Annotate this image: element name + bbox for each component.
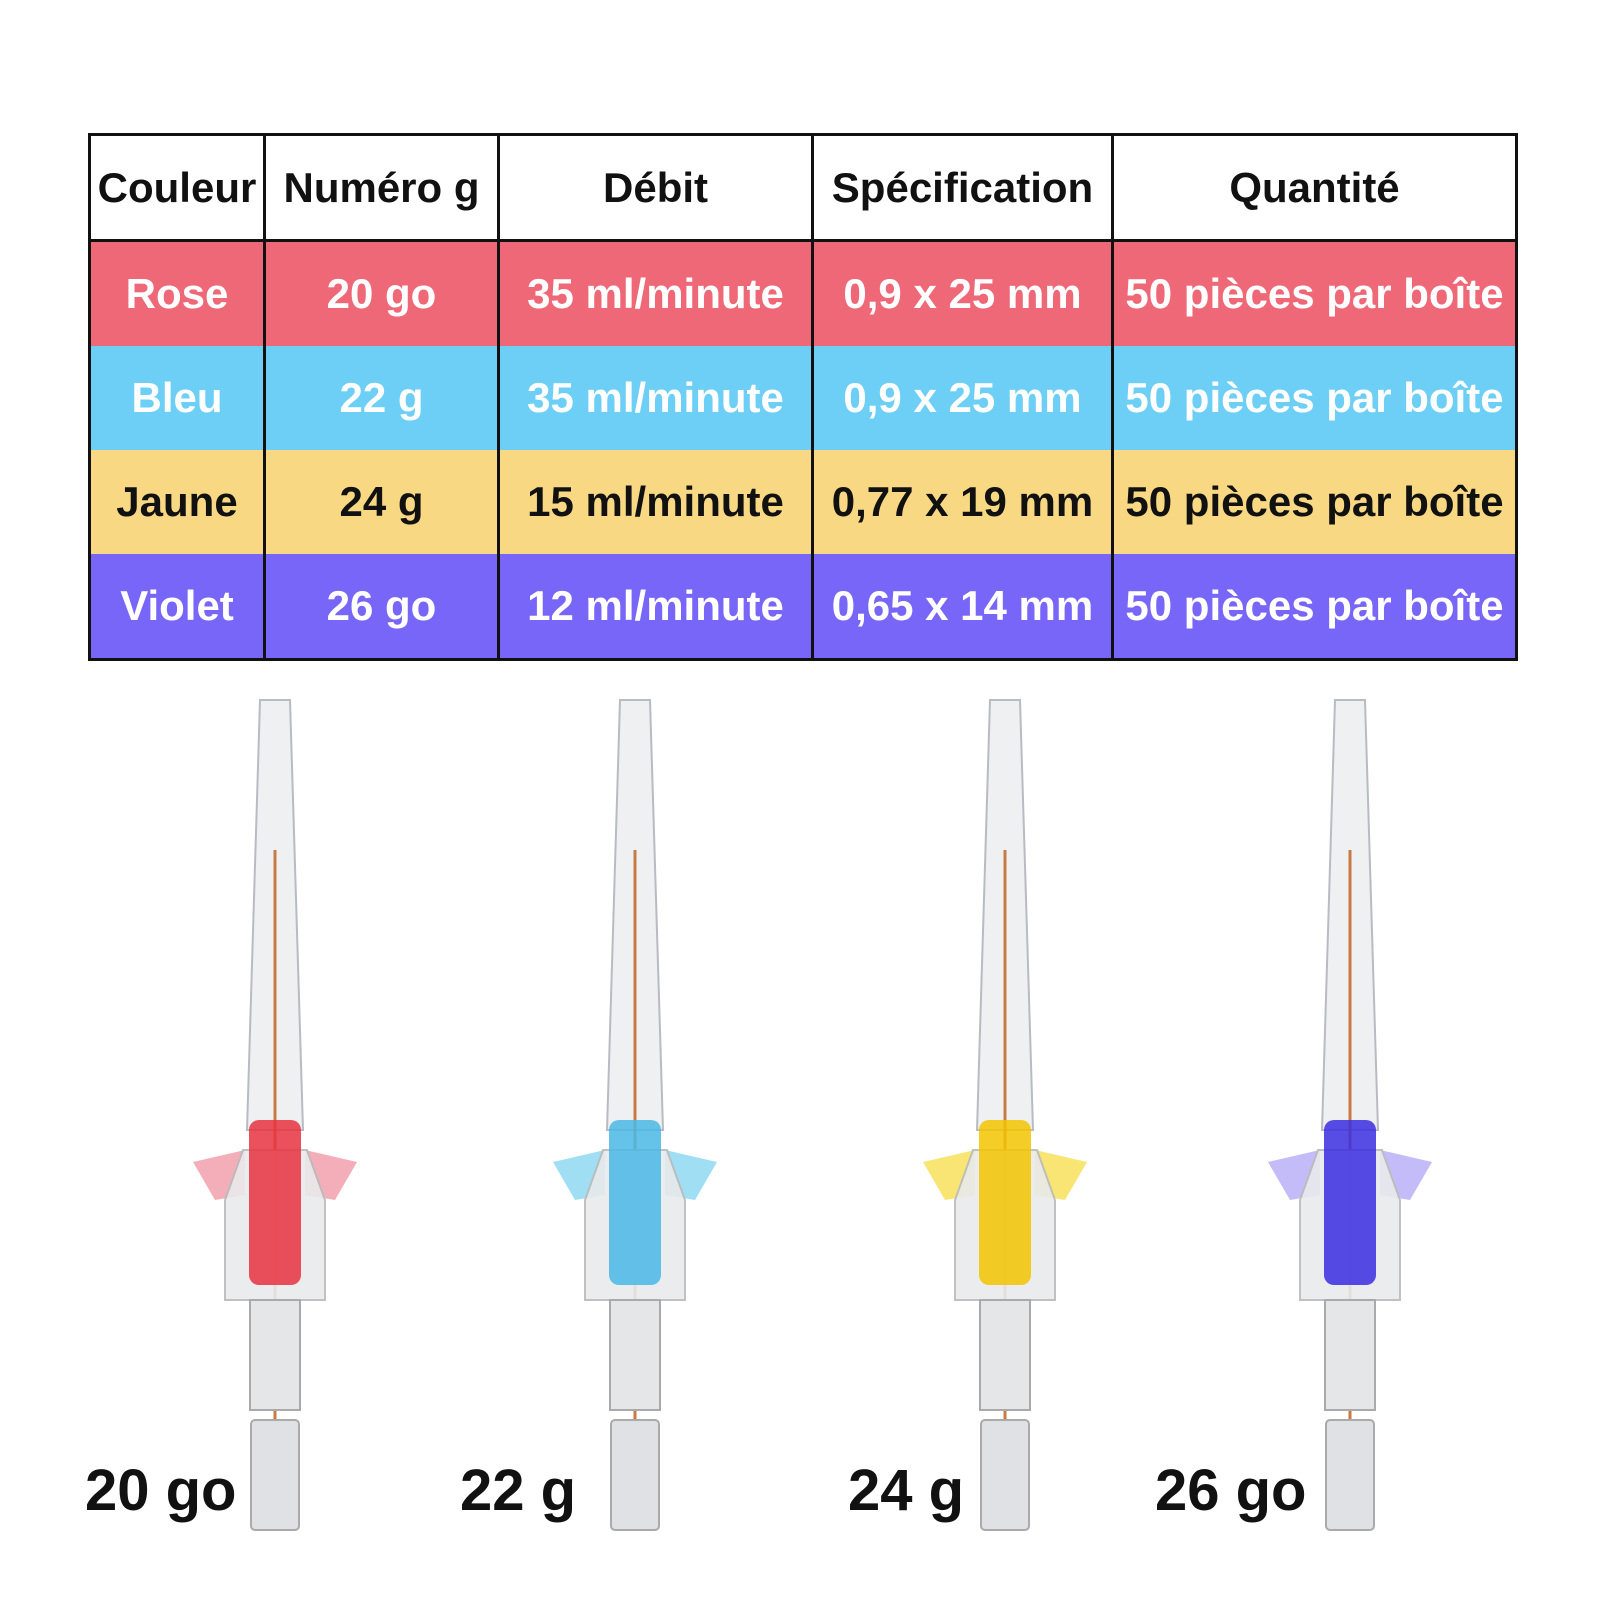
table-cell: 50 pièces par boîte xyxy=(1111,450,1518,554)
table-cell: Bleu xyxy=(88,346,266,450)
header-cell: Débit xyxy=(497,133,814,242)
table-cell: 22 g xyxy=(263,346,500,450)
product-label: 24 g xyxy=(848,1458,964,1523)
table-cell: 26 go xyxy=(263,554,500,661)
header-cell: Spécification xyxy=(811,133,1114,242)
cap xyxy=(980,1419,1030,1531)
tube xyxy=(249,1299,301,1411)
header-cell: Couleur xyxy=(88,133,266,242)
table-cell: 12 ml/minute xyxy=(497,554,814,661)
hub xyxy=(1324,1120,1376,1285)
hub xyxy=(609,1120,661,1285)
table-cell: 0,9 x 25 mm xyxy=(811,240,1114,346)
hub xyxy=(249,1120,301,1285)
tube xyxy=(1324,1299,1376,1411)
table-cell: Jaune xyxy=(88,450,266,554)
header-row: Couleur Numéro g Débit Spécification Quantit… xyxy=(88,133,1518,242)
table-cell: 0,65 x 14 mm xyxy=(811,554,1114,661)
hub xyxy=(979,1120,1031,1285)
table-cell: 35 ml/minute xyxy=(497,346,814,450)
cap xyxy=(610,1419,660,1531)
table-cell: 50 pièces par boîte xyxy=(1111,346,1518,450)
table-row: Jaune 24 g 15 ml/minute 0,77 x 19 mm 50 pièc… xyxy=(88,450,1518,554)
spec-table: Couleur Numéro g Débit Spécification Quantit… xyxy=(88,133,1518,661)
product-label: 26 go xyxy=(1155,1458,1307,1523)
product-label: 22 g xyxy=(460,1458,576,1523)
cap xyxy=(250,1419,300,1531)
table-row: Bleu 22 g 35 ml/minute 0,9 x 25 mm 50 pièces… xyxy=(88,346,1518,450)
tube xyxy=(979,1299,1031,1411)
table-cell: 50 pièces par boîte xyxy=(1111,554,1518,661)
tube xyxy=(609,1299,661,1411)
cap xyxy=(1325,1419,1375,1531)
header-cell: Quantité xyxy=(1111,133,1518,242)
table-row: Violet 26 go 12 ml/minute 0,65 x 14 mm 50 pi… xyxy=(88,554,1518,661)
table-cell: 0,9 x 25 mm xyxy=(811,346,1114,450)
table-cell: Rose xyxy=(88,240,266,346)
table-cell: 20 go xyxy=(263,240,500,346)
table-cell: 50 pièces par boîte xyxy=(1111,240,1518,346)
table-cell: 15 ml/minute xyxy=(497,450,814,554)
table-row: Rose 20 go 35 ml/minute 0,9 x 25 mm 50 pièce… xyxy=(88,240,1518,346)
table-cell: 35 ml/minute xyxy=(497,240,814,346)
header-cell: Numéro g xyxy=(263,133,500,242)
table-cell: Violet xyxy=(88,554,266,661)
table-cell: 0,77 x 19 mm xyxy=(811,450,1114,554)
product-label: 20 go xyxy=(85,1458,237,1523)
table-cell: 24 g xyxy=(263,450,500,554)
